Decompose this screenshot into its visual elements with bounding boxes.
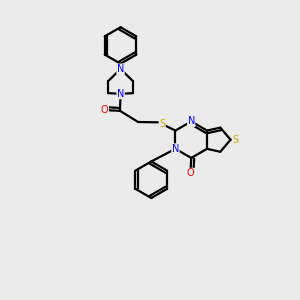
Text: S: S bbox=[233, 135, 239, 145]
Text: N: N bbox=[117, 64, 124, 74]
Text: N: N bbox=[117, 89, 124, 99]
Text: N: N bbox=[188, 116, 195, 126]
Text: N: N bbox=[172, 144, 179, 154]
Text: O: O bbox=[187, 168, 194, 178]
Text: O: O bbox=[101, 105, 109, 115]
Text: S: S bbox=[159, 119, 165, 129]
